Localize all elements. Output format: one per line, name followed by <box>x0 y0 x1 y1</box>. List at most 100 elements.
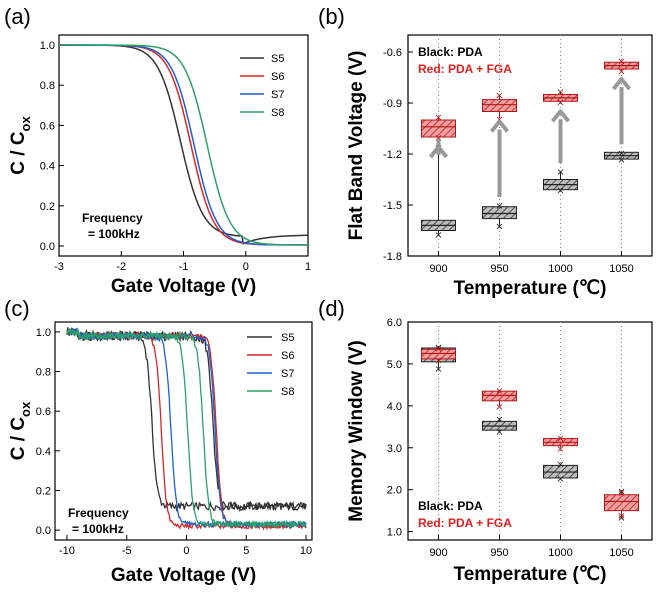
y-tick-label: 0.6 <box>40 120 55 132</box>
legend-label-s8: S8 <box>271 107 284 119</box>
outlier-marker: × <box>617 488 625 499</box>
outlier-marker: × <box>434 356 442 367</box>
x-axis-title: Temperature (℃) <box>454 564 607 585</box>
series-line-s6-forward <box>66 328 307 531</box>
y-tick-label: -1.2 <box>383 149 402 161</box>
x-tick-label: 1 <box>305 261 311 273</box>
shift-arrow-head <box>611 77 632 91</box>
y-axis-title: C / Cox <box>8 116 33 175</box>
y-axis-title-subscript: ox <box>18 116 33 132</box>
outlier-marker: × <box>617 57 625 68</box>
y-axis-title-subscript: ox <box>18 401 33 417</box>
frequency-value-annotation: = 100kHz <box>72 522 124 536</box>
shift-arrow-head <box>550 109 571 123</box>
x-axis-title: Gate Voltage (V) <box>111 276 256 297</box>
outlier-marker: × <box>617 148 625 159</box>
shift-arrow-head <box>428 145 449 159</box>
y-tick-label: -1.8 <box>383 251 402 263</box>
legend-label-s5: S5 <box>271 53 284 65</box>
y-tick-label: 5.0 <box>387 359 402 371</box>
x-tick-label: 900 <box>429 547 447 559</box>
y-tick-label: 0.2 <box>36 485 51 497</box>
plot-frame <box>407 34 653 257</box>
panel-c-hysteresis-chart: (c) -10 -5 0 5 10 0.0 0.2 0.4 0.6 0.8 1.0 Gate Volta… <box>4 296 313 586</box>
outlier-marker: × <box>556 460 564 471</box>
legend-label-s8: S8 <box>281 386 294 398</box>
box-pda <box>482 206 517 220</box>
x-tick-label: -1 <box>179 261 189 273</box>
x-tick-label: 0 <box>183 545 189 557</box>
y-tick-label: 0.8 <box>40 80 55 92</box>
y-tick-label: 6.0 <box>387 317 402 329</box>
y-axis-title: Flat Band Voltage (V) <box>346 51 367 241</box>
outlier-marker: × <box>495 91 503 102</box>
outlier-marker: × <box>495 386 503 397</box>
y-tick-label: 2.0 <box>387 485 402 497</box>
x-tick-label: 900 <box>429 263 447 275</box>
y-tick-label: 0.4 <box>40 161 55 173</box>
outlier-marker: × <box>434 230 442 241</box>
plot-frame <box>54 321 313 541</box>
outlier-marker: × <box>434 133 442 144</box>
outlier-marker: × <box>495 402 503 413</box>
panel-a-capacitance-chart: (a) -3 -2 -1 0 1 0.0 0.2 0.4 0.6 0.8 1.0 Gate Voltag… <box>4 4 311 297</box>
legend-label-s5: S5 <box>281 332 294 344</box>
box-pda-fga <box>421 119 456 138</box>
box-pda-fga <box>482 390 517 402</box>
outlier-marker: × <box>495 221 503 232</box>
outlier-marker: × <box>434 113 442 124</box>
x-tick-label: 5 <box>243 545 249 557</box>
box-pda-fga <box>421 348 456 360</box>
panel-label: (b) <box>318 4 345 29</box>
outlier-marker: × <box>617 155 625 166</box>
outlier-marker: × <box>434 364 442 375</box>
y-tick-label: 3.0 <box>387 443 402 455</box>
x-tick-label: 10 <box>300 545 312 557</box>
y-tick-label: -1.5 <box>383 200 402 212</box>
y-tick-label: 4.0 <box>387 401 402 413</box>
y-axis-title-main: C / C <box>8 417 29 461</box>
x-tick-label: 1050 <box>609 263 633 275</box>
series-line-s8 <box>59 44 308 246</box>
y-tick-label: 0.2 <box>40 201 55 213</box>
panel-label: (d) <box>318 296 345 321</box>
x-tick-label: -3 <box>54 261 64 273</box>
y-tick-label: 0.0 <box>36 525 51 537</box>
outlier-marker: × <box>556 186 564 197</box>
legend-label-s7: S7 <box>271 89 284 101</box>
outlier-marker: × <box>556 474 564 485</box>
x-tick-label: -10 <box>59 545 75 557</box>
outlier-marker: × <box>556 97 564 108</box>
y-axis-title-main: C / C <box>8 131 29 175</box>
legend-red-pda-fga: Red: PDA + FGA <box>418 516 512 530</box>
outlier-marker: × <box>617 513 625 524</box>
legend-label-s6: S6 <box>271 71 284 83</box>
frequency-annotation: Frequency <box>82 211 143 225</box>
panel-b-flatband-chart: (b) 900 950 1000 1050 -0.6 -0.9 -1.2 -1.5 -1.8 Tem… <box>318 4 653 299</box>
frequency-value-annotation: = 100kHz <box>88 227 140 241</box>
legend-red-pda-fga: Red: PDA + FGA <box>418 62 512 76</box>
x-axis-title: Gate Voltage (V) <box>111 565 256 586</box>
shift-arrow-head <box>489 119 510 133</box>
legend-black-pda: Black: PDA <box>418 499 483 513</box>
x-tick-label: -5 <box>122 545 132 557</box>
y-tick-label: 0.0 <box>40 241 55 253</box>
series-line-s7-reverse <box>66 327 307 530</box>
outlier-marker: × <box>556 87 564 98</box>
box-pda-fga <box>604 494 639 512</box>
plot-frame <box>407 321 653 541</box>
outlier-marker: × <box>556 444 564 455</box>
outlier-marker: × <box>495 414 503 425</box>
x-tick-label: 1050 <box>609 547 633 559</box>
box-pda-fga <box>482 99 517 112</box>
legend-black-pda: Black: PDA <box>418 45 483 59</box>
series-line-s8-reverse <box>67 326 307 529</box>
x-tick-label: -2 <box>116 261 126 273</box>
x-tick-label: 950 <box>490 263 508 275</box>
outlier-marker: × <box>556 167 564 178</box>
series-line-s8-forward <box>66 327 307 529</box>
y-tick-label: 0.6 <box>36 406 51 418</box>
outlier-marker: × <box>434 342 442 353</box>
y-axis-title: C / Cox <box>8 401 33 460</box>
